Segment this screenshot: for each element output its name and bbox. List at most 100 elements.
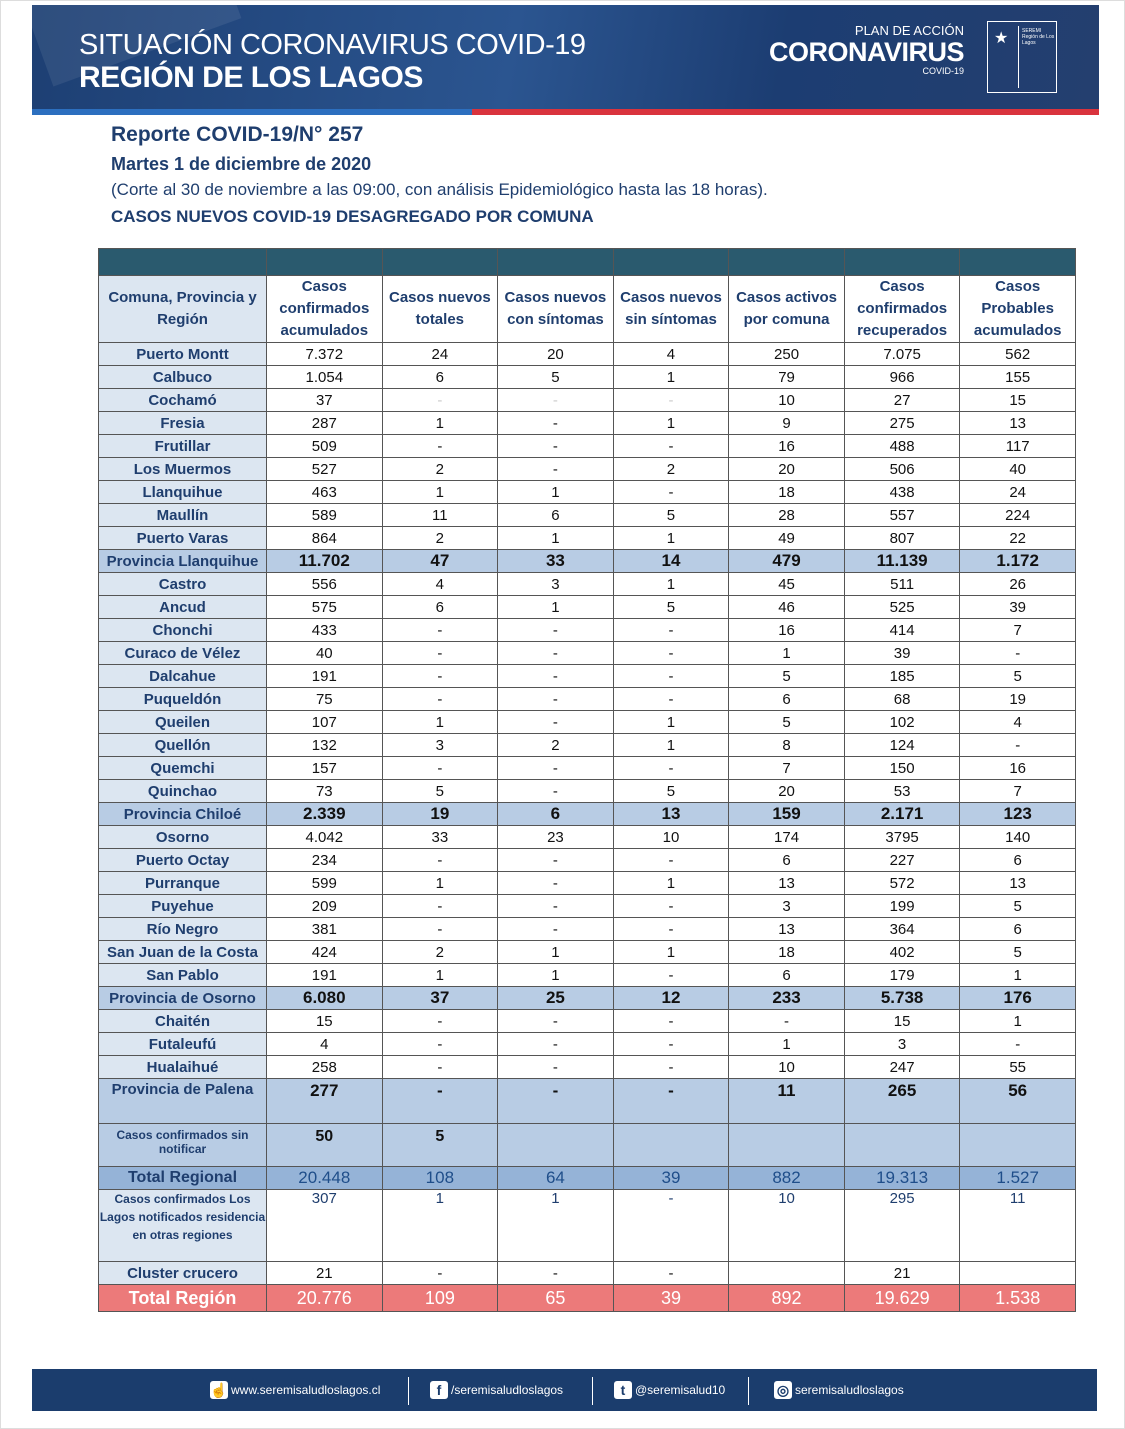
footer-facebook-link[interactable]: f/seremisaludloslagos <box>430 1381 563 1399</box>
table-cell: 4 <box>959 710 1076 734</box>
table-row: Castro 556 4 3 1 45 511 26 <box>98 572 1076 596</box>
table-cell <box>959 1261 1076 1285</box>
table-cell: 2 <box>497 733 614 757</box>
table-cell: - <box>612 641 730 665</box>
table-cell: 7.372 <box>266 342 383 366</box>
table-cell: - <box>497 710 614 734</box>
table-cell: 6 <box>728 687 845 711</box>
footer-bar: ☝ www.seremisaludloslagos.cl f/seremisalu… <box>32 1369 1097 1411</box>
table-cell: - <box>381 641 499 665</box>
table-cell: 65 <box>497 1284 614 1312</box>
row-label: Puyehue <box>98 894 267 918</box>
column-header: Casos confirmados acumulados <box>266 275 383 343</box>
table-cell: 424 <box>266 940 383 964</box>
table-row: Quemchi 157- - -7 150 16 <box>98 756 1076 780</box>
table-cell: 20.776 <box>266 1284 383 1312</box>
footer-web-link[interactable]: ☝ www.seremisaludloslagos.cl <box>210 1381 380 1399</box>
table-cell: 258 <box>266 1055 383 1079</box>
table-cell: 511 <box>843 572 961 596</box>
table-cell: 1 <box>728 1032 845 1056</box>
table-row: Cluster crucero 21- - -21 <box>98 1261 1076 1285</box>
table-cell: - <box>497 618 614 642</box>
table-cell: - <box>612 917 730 941</box>
banner-title: SITUACIÓN CORONAVIRUS COVID-19 <box>79 29 586 61</box>
seremi-seal-logo: ★ SEREMI Región de Los Lagos <box>987 21 1057 93</box>
row-label: Hualaihué <box>98 1055 267 1079</box>
table-cell: 599 <box>266 871 383 895</box>
table-cell: 307 <box>266 1189 383 1262</box>
table-cell: 40 <box>959 457 1076 481</box>
table-cell: - <box>612 687 730 711</box>
table-cell: 1 <box>959 1009 1076 1033</box>
table-cell: 39 <box>612 1284 730 1312</box>
footer-twitter-link[interactable]: t @seremisalud10 <box>614 1381 725 1399</box>
table-row: Futaleufú 4- - -1 3- <box>98 1032 1076 1056</box>
table-cell: - <box>381 434 499 458</box>
column-header: Casos activos por comuna <box>728 275 845 343</box>
table-cell: 10 <box>728 1055 845 1079</box>
table-cell: 10 <box>728 388 845 412</box>
table-cell: 9 <box>728 411 845 435</box>
table-cell: 155 <box>959 365 1076 389</box>
table-cell: 19.313 <box>843 1166 961 1190</box>
table-cell: 1 <box>497 480 614 504</box>
row-label: Llanquihue <box>98 480 267 504</box>
table-cell: 64 <box>497 1166 614 1190</box>
table-cell: 589 <box>266 503 383 527</box>
table-cell: 5 <box>959 940 1076 964</box>
row-label: Puerto Varas <box>98 526 267 550</box>
table-cell: 479 <box>728 549 845 573</box>
row-label: Cluster crucero <box>98 1261 267 1285</box>
footer-instagram-link[interactable]: ◎ seremisaludloslagos <box>774 1381 904 1399</box>
table-cell: - <box>497 641 614 665</box>
row-label: Puerto Montt <box>98 342 267 366</box>
table-row: Llanquihue 463 1 1-18 438 24 <box>98 480 1076 504</box>
row-label: Chonchi <box>98 618 267 642</box>
table-cell: 1 <box>381 411 499 435</box>
table-cell: 159 <box>728 802 845 826</box>
hand-pointer-icon: ☝ <box>210 1381 228 1399</box>
table-cell: 463 <box>266 480 383 504</box>
row-label: Provincia de Osorno <box>98 986 267 1010</box>
row-label: Curaco de Vélez <box>98 641 267 665</box>
table-cell: 3 <box>728 894 845 918</box>
table-cell: 21 <box>843 1261 961 1285</box>
table-cell: - <box>497 1078 614 1124</box>
table-cell: 6 <box>497 503 614 527</box>
table-cell: 18 <box>728 480 845 504</box>
table-cell: 233 <box>728 986 845 1010</box>
table-cell: 1 <box>497 963 614 987</box>
table-cell: 39 <box>843 641 961 665</box>
table-cell: 1 <box>381 480 499 504</box>
table-row: Osorno 4.042 33 23 10 174 3795 140 <box>98 825 1076 849</box>
row-label: Queilen <box>98 710 267 734</box>
logo-plan-text: PLAN DE ACCIÓN <box>854 23 964 38</box>
table-cell: - <box>612 1055 730 1079</box>
row-label: Purranque <box>98 871 267 895</box>
table-cell: 123 <box>959 802 1076 826</box>
table-cell: 6 <box>497 802 614 826</box>
table-cell: 45 <box>728 572 845 596</box>
table-cell: 277 <box>266 1078 383 1124</box>
table-row: Provincia Chiloé 2.339 19 6 13 159 2.171 123 <box>98 802 1076 826</box>
table-cell: 108 <box>381 1166 499 1190</box>
row-label: Los Muermos <box>98 457 267 481</box>
table-cell: - <box>497 388 614 412</box>
table-cell: - <box>612 664 730 688</box>
table-cell: 25 <box>497 986 614 1010</box>
table-cell: 15 <box>959 388 1076 412</box>
table-cell: 1.527 <box>959 1166 1076 1190</box>
table-cell: 10 <box>728 1189 845 1262</box>
table-cell: 20 <box>728 779 845 803</box>
table-cell: - <box>381 1055 499 1079</box>
row-label: Fresia <box>98 411 267 435</box>
table-cell: 1 <box>612 940 730 964</box>
row-label: Río Negro <box>98 917 267 941</box>
table-cell: 37 <box>381 986 499 1010</box>
report-note: (Corte al 30 de noviembre a las 09:00, c… <box>111 180 768 199</box>
table-cell: 5 <box>612 503 730 527</box>
table-cell: 14 <box>612 549 730 573</box>
table-cell: 414 <box>843 618 961 642</box>
table-cell: 433 <box>266 618 383 642</box>
table-cell: 572 <box>843 871 961 895</box>
